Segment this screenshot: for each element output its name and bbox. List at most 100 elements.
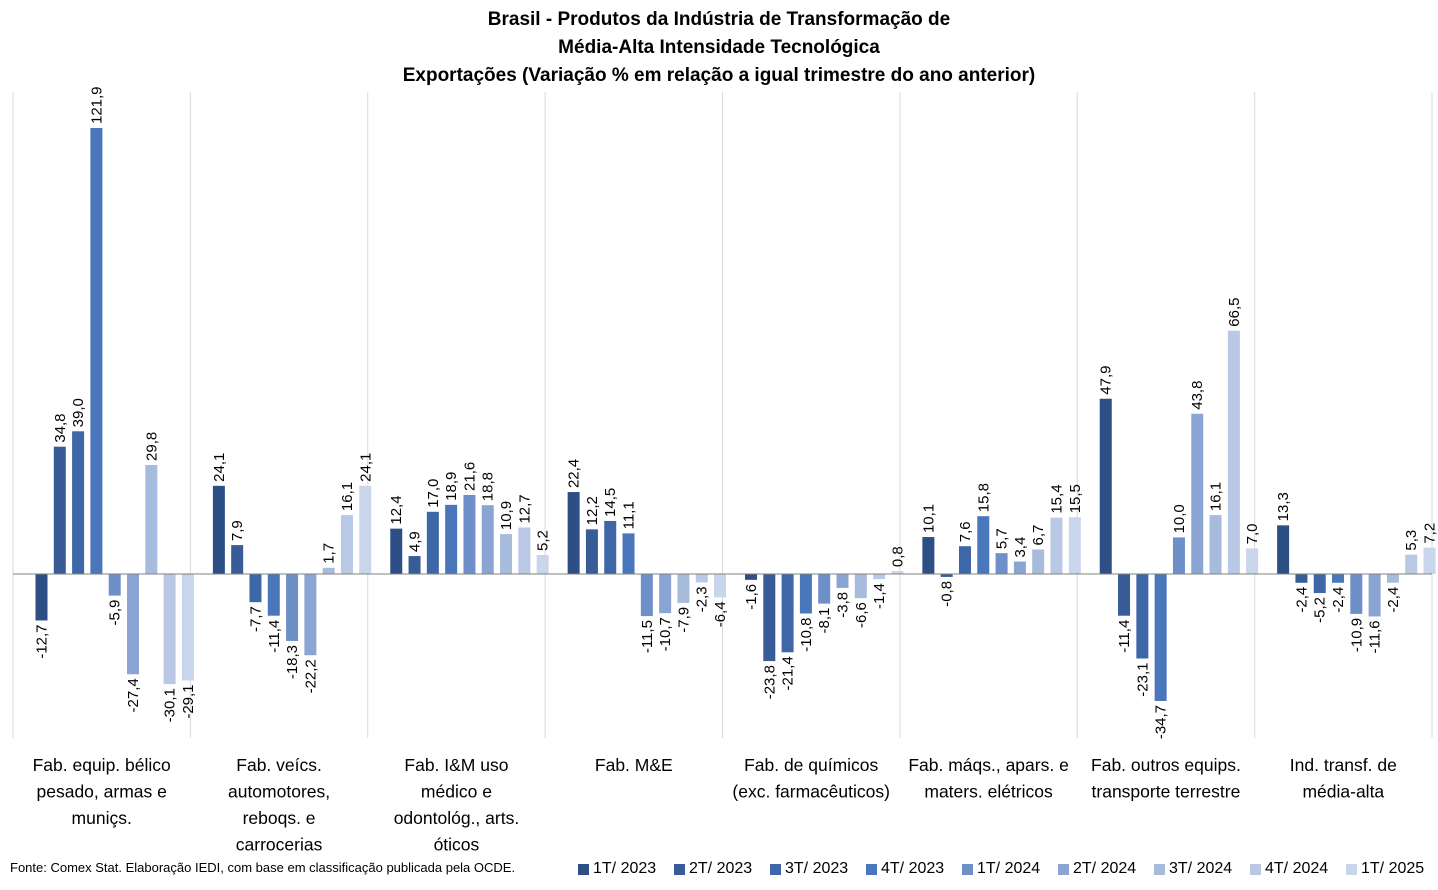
bar bbox=[145, 464, 158, 574]
chart-title: Brasil - Produtos da Indústria de Transf… bbox=[0, 6, 1438, 90]
data-label: 43,8 bbox=[1189, 381, 1206, 410]
legend-label: 4T/ 2024 bbox=[1265, 860, 1329, 877]
bar bbox=[426, 511, 439, 574]
bar bbox=[35, 574, 48, 621]
data-label: -11,5 bbox=[639, 620, 656, 653]
bar bbox=[127, 574, 139, 675]
bar bbox=[799, 574, 812, 614]
bar bbox=[1368, 574, 1381, 617]
data-label: 5,7 bbox=[994, 528, 1011, 549]
bar bbox=[781, 574, 794, 653]
category-label-line: carrocerias bbox=[236, 835, 323, 855]
data-label: 15,8 bbox=[975, 483, 992, 512]
bar bbox=[322, 567, 335, 574]
category-label-line: odontológ., arts. bbox=[394, 808, 520, 828]
legend-swatch bbox=[1250, 863, 1261, 875]
data-label: -7,9 bbox=[675, 607, 692, 633]
data-label: -22,2 bbox=[302, 659, 319, 693]
legend-item: 2T/ 2023 bbox=[674, 860, 770, 878]
data-label: 10,1 bbox=[920, 504, 937, 533]
bar bbox=[1277, 525, 1290, 574]
category-label-line: transporte terrestre bbox=[1092, 782, 1241, 802]
legend-item: 1T/ 2023 bbox=[578, 860, 674, 878]
bar bbox=[500, 534, 513, 574]
data-label: -7,7 bbox=[247, 606, 264, 632]
bar bbox=[163, 574, 176, 685]
bar bbox=[1050, 517, 1063, 574]
bar bbox=[659, 574, 672, 614]
data-label: -18,3 bbox=[284, 645, 301, 679]
category-label-line: Fab. máqs., apars. e bbox=[908, 755, 1069, 775]
data-label: -34,7 bbox=[1153, 705, 1170, 739]
category-label-line: Ind. transf. de bbox=[1290, 755, 1397, 775]
bar bbox=[463, 494, 476, 574]
category-label: Fab. equip. bélico pesado, armas e muniçs. bbox=[33, 755, 171, 828]
data-label: -0,8 bbox=[939, 581, 956, 607]
category-label: Ind. transf. de média-alta bbox=[1290, 755, 1397, 802]
bar bbox=[763, 574, 776, 662]
bar bbox=[714, 574, 727, 598]
data-label: 16,1 bbox=[339, 482, 356, 511]
bar bbox=[922, 537, 935, 574]
bar bbox=[567, 492, 580, 574]
bar bbox=[818, 574, 831, 604]
legend-item: 4T/ 2023 bbox=[866, 860, 962, 878]
data-label: -1,6 bbox=[743, 584, 760, 610]
bar bbox=[977, 516, 990, 574]
data-label: 22,4 bbox=[566, 459, 583, 488]
legend-swatch bbox=[866, 863, 877, 875]
data-label: 7,6 bbox=[957, 521, 974, 542]
data-label: 5,2 bbox=[535, 530, 552, 551]
data-label: 18,9 bbox=[443, 472, 460, 501]
category-label-line: média-alta bbox=[1302, 782, 1384, 802]
bar bbox=[536, 554, 549, 574]
data-label: -5,9 bbox=[107, 600, 124, 626]
data-label: 15,5 bbox=[1067, 484, 1084, 513]
bar bbox=[873, 574, 886, 580]
legend-label: 1T/ 2025 bbox=[1361, 860, 1425, 877]
category-label-line: reboqs. e bbox=[243, 808, 316, 828]
bar bbox=[390, 528, 403, 574]
category-label: Fab. outros equips. transporte terrestre bbox=[1091, 755, 1241, 802]
bar bbox=[1068, 517, 1081, 574]
data-label: 11,1 bbox=[621, 501, 638, 529]
category-label-line: óticos bbox=[434, 835, 480, 855]
category-label: Fab. I&M uso médico e odontológ., arts. óti… bbox=[394, 755, 520, 855]
bar bbox=[286, 574, 299, 641]
bar bbox=[108, 574, 121, 596]
data-label: -5,2 bbox=[1312, 597, 1329, 623]
category-label-line: Fab. de químicos bbox=[744, 755, 878, 775]
bar bbox=[695, 574, 708, 583]
data-label: 13,3 bbox=[1275, 492, 1292, 521]
bar bbox=[359, 485, 372, 574]
bar bbox=[1246, 548, 1259, 574]
data-label: 17,0 bbox=[425, 479, 442, 508]
data-label: 12,2 bbox=[584, 496, 601, 525]
data-label: 47,9 bbox=[1098, 366, 1115, 395]
legend-swatch bbox=[1058, 863, 1069, 875]
data-label: -6,6 bbox=[853, 602, 870, 628]
data-label: -11,6 bbox=[1367, 620, 1384, 653]
data-label: -2,4 bbox=[1293, 587, 1310, 613]
bar bbox=[53, 446, 66, 574]
legend-swatch bbox=[674, 863, 685, 875]
data-label: -23,8 bbox=[761, 665, 778, 699]
data-label: -29,1 bbox=[180, 684, 197, 718]
title-line-3: Exportações (Variação % em relação a igu… bbox=[402, 65, 1036, 86]
bar bbox=[481, 505, 494, 574]
category-label-line: (exc. farmacêuticos) bbox=[732, 782, 890, 802]
data-label: -23,1 bbox=[1134, 663, 1151, 697]
data-label: 6,7 bbox=[1030, 525, 1047, 546]
legend-item: 2T/ 2024 bbox=[1058, 860, 1154, 878]
legend-item: 1T/ 2025 bbox=[1346, 860, 1438, 878]
category-label-line: automotores, bbox=[228, 782, 330, 802]
data-label: 21,6 bbox=[461, 462, 478, 491]
bar-chart: -12,7 24,1 12,4 22,4 -1,6 10,1 47,9 13,3 34,8 7,9… bbox=[12, 86, 1438, 855]
bar bbox=[1118, 574, 1131, 616]
data-label: -10,7 bbox=[657, 617, 674, 651]
legend-label: 1T/ 2023 bbox=[593, 860, 657, 877]
data-label: 39,0 bbox=[70, 398, 87, 427]
bar bbox=[1332, 574, 1345, 583]
bar bbox=[940, 574, 953, 577]
data-label: -2,4 bbox=[1385, 587, 1402, 613]
